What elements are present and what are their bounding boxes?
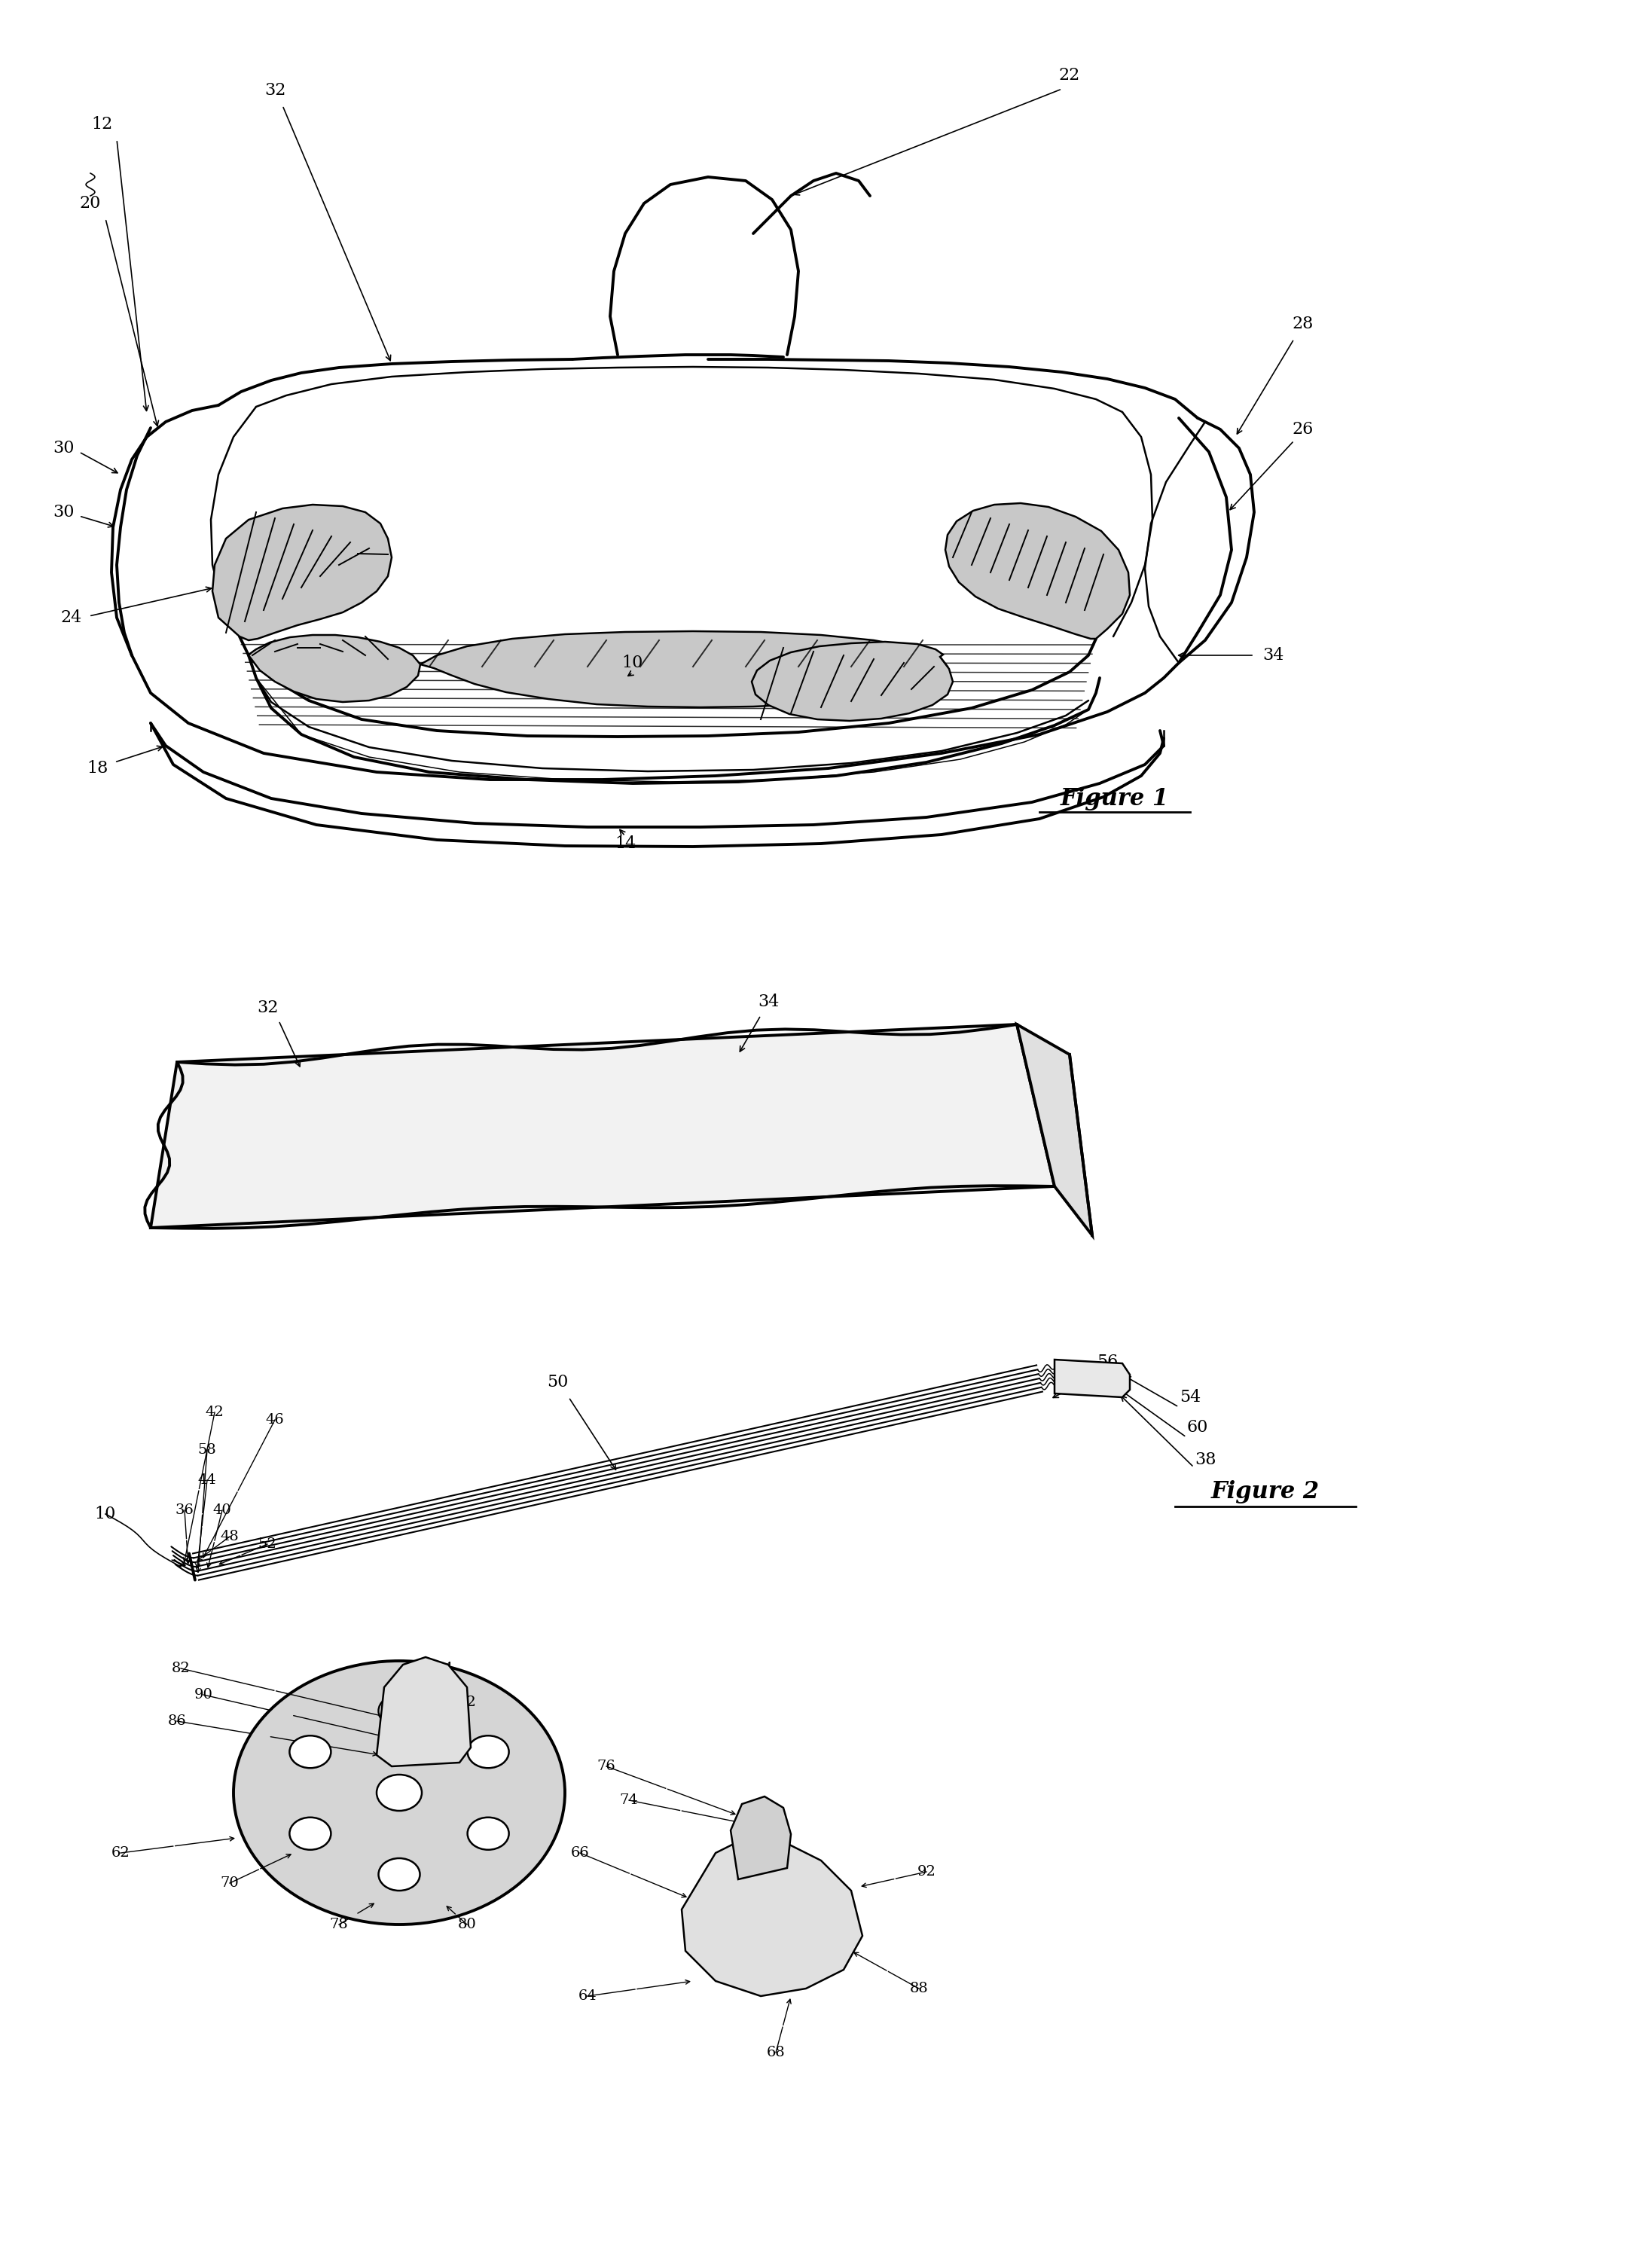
Text: 32: 32 xyxy=(256,1000,278,1016)
Ellipse shape xyxy=(377,1774,421,1810)
Text: 64: 64 xyxy=(578,1989,596,2003)
Polygon shape xyxy=(150,1025,1055,1227)
Text: Figure 2: Figure 2 xyxy=(1212,1479,1319,1504)
Polygon shape xyxy=(377,1658,470,1767)
Text: Figure 1: Figure 1 xyxy=(1060,787,1169,810)
Ellipse shape xyxy=(379,1694,420,1728)
Text: 48: 48 xyxy=(220,1531,238,1545)
Text: 62: 62 xyxy=(111,1846,131,1860)
Text: 28: 28 xyxy=(1292,315,1315,331)
Text: 30: 30 xyxy=(54,440,75,456)
Text: 34: 34 xyxy=(1262,646,1284,665)
Text: 84: 84 xyxy=(434,1662,454,1676)
Polygon shape xyxy=(248,635,420,703)
Text: 10: 10 xyxy=(622,655,643,671)
Text: 72: 72 xyxy=(457,1696,477,1710)
Text: 80: 80 xyxy=(457,1919,477,1932)
Text: 32: 32 xyxy=(265,82,286,100)
Text: 14: 14 xyxy=(614,835,635,853)
Polygon shape xyxy=(1017,1025,1092,1236)
Ellipse shape xyxy=(289,1817,331,1851)
Text: 60: 60 xyxy=(1187,1420,1208,1436)
Polygon shape xyxy=(212,506,392,640)
Text: 34: 34 xyxy=(758,993,779,1009)
Ellipse shape xyxy=(379,1857,420,1892)
Ellipse shape xyxy=(234,1660,565,1926)
Polygon shape xyxy=(681,1837,862,1996)
Text: 88: 88 xyxy=(910,1982,928,1996)
Text: 18: 18 xyxy=(87,760,109,776)
Text: 20: 20 xyxy=(80,195,101,211)
Text: 56: 56 xyxy=(1097,1354,1119,1370)
Ellipse shape xyxy=(289,1735,331,1769)
Text: 92: 92 xyxy=(918,1864,936,1878)
Polygon shape xyxy=(730,1796,790,1880)
Text: 58: 58 xyxy=(198,1442,217,1456)
Text: 22: 22 xyxy=(1058,68,1079,84)
Text: 54: 54 xyxy=(1179,1388,1200,1406)
Text: 82: 82 xyxy=(171,1662,189,1676)
Text: 68: 68 xyxy=(766,2046,785,2059)
Text: 26: 26 xyxy=(1292,422,1313,438)
Text: 90: 90 xyxy=(194,1687,212,1701)
Text: 38: 38 xyxy=(1194,1452,1217,1467)
Text: 78: 78 xyxy=(330,1919,348,1932)
Ellipse shape xyxy=(467,1817,509,1851)
Text: 86: 86 xyxy=(168,1715,186,1728)
Polygon shape xyxy=(420,631,947,708)
Text: 70: 70 xyxy=(220,1876,238,1889)
Polygon shape xyxy=(1055,1359,1130,1397)
Text: 46: 46 xyxy=(266,1413,284,1427)
Text: 76: 76 xyxy=(598,1760,616,1774)
Text: 40: 40 xyxy=(212,1504,232,1517)
Polygon shape xyxy=(946,503,1130,640)
Text: 66: 66 xyxy=(570,1846,590,1860)
Text: 42: 42 xyxy=(206,1406,224,1420)
Text: 36: 36 xyxy=(175,1504,194,1517)
Text: 12: 12 xyxy=(91,116,113,132)
Text: 44: 44 xyxy=(198,1474,217,1488)
Text: 30: 30 xyxy=(54,503,75,519)
Ellipse shape xyxy=(467,1735,509,1769)
Text: 10: 10 xyxy=(95,1506,116,1522)
Text: 52: 52 xyxy=(258,1538,276,1551)
Text: 24: 24 xyxy=(60,610,82,626)
Text: 50: 50 xyxy=(547,1374,568,1390)
Text: 74: 74 xyxy=(619,1794,639,1808)
Polygon shape xyxy=(751,642,952,721)
